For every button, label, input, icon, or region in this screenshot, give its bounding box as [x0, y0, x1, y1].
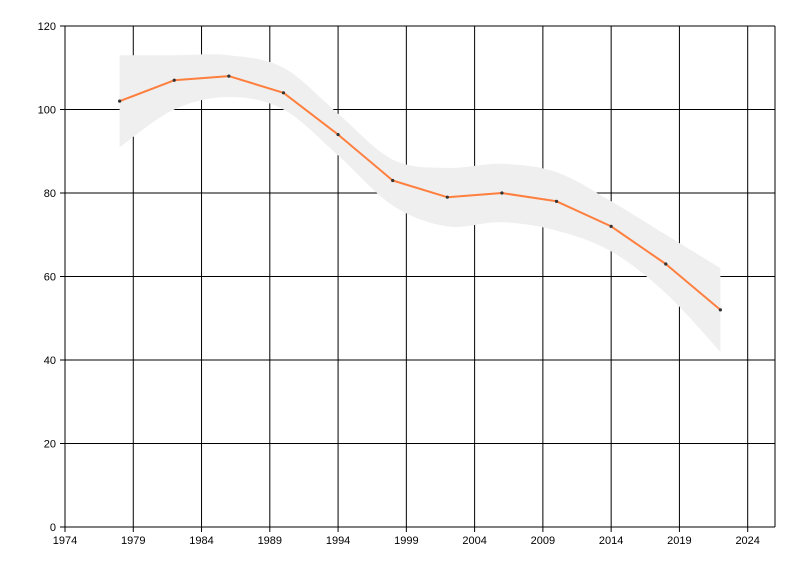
y-tick-label: 60	[44, 272, 56, 284]
x-tick-label: 1994	[326, 535, 350, 547]
y-tick-label: 40	[44, 355, 56, 367]
data-point	[664, 262, 668, 266]
confidence-band	[119, 54, 721, 352]
series-lines	[119, 75, 722, 311]
x-tick-label: 1999	[394, 535, 418, 547]
x-tick-label: 1979	[121, 535, 145, 547]
y-tick-label: 20	[44, 439, 56, 451]
data-point	[227, 74, 231, 78]
axes	[60, 25, 775, 532]
y-tick-label: 100	[38, 105, 56, 117]
tick-labels: 1974 1979 1984 1989 1994 1999 2004 2009 2014 2019…	[38, 21, 760, 547]
data-point	[500, 191, 504, 195]
x-tick-label: 2024	[735, 535, 759, 547]
data-point	[391, 178, 395, 183]
x-tick-label: 2014	[599, 535, 623, 547]
x-tick-label: 1984	[189, 535, 213, 547]
series-line	[119, 75, 722, 311]
data-point	[718, 308, 722, 312]
data-point	[281, 91, 286, 95]
y-tick-label: 0	[50, 522, 56, 534]
data-point	[336, 132, 340, 137]
data-point	[118, 99, 122, 103]
data-point	[609, 224, 613, 228]
data-point	[554, 199, 559, 203]
data-point	[172, 78, 176, 82]
x-tick-label: 1989	[258, 535, 282, 547]
y-tick-label: 80	[44, 188, 56, 200]
x-tick-label: 2004	[462, 535, 486, 547]
x-tick-label: 2019	[667, 535, 691, 547]
y-tick-label: 120	[38, 21, 56, 33]
x-tick-label: 2009	[531, 535, 555, 547]
series-points	[118, 74, 722, 312]
confidence-band-area	[119, 54, 721, 352]
data-point	[445, 195, 449, 199]
x-tick-label: 1974	[53, 535, 77, 547]
